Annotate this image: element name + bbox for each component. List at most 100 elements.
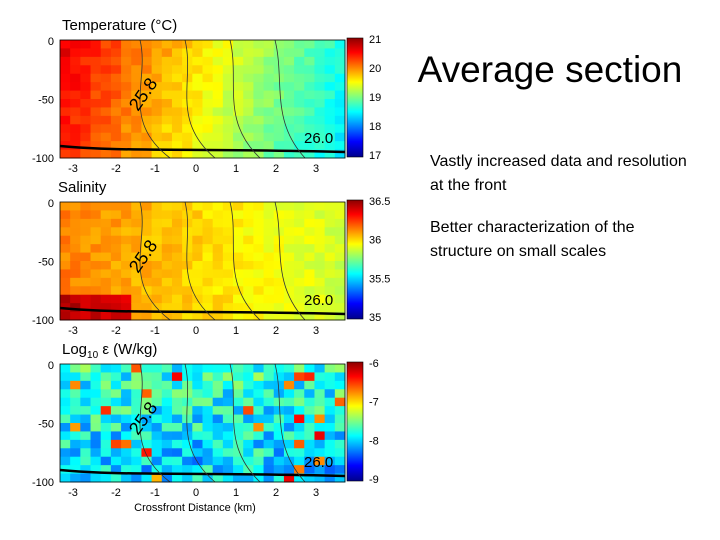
- heatmap-cell: [222, 269, 234, 279]
- heatmap-cell: [314, 406, 326, 416]
- heatmap-cell: [273, 473, 285, 483]
- heatmap-cell: [294, 56, 305, 66]
- heatmap-cell: [121, 202, 132, 211]
- heatmap-cell: [80, 389, 92, 399]
- heatmap-cell: [100, 473, 112, 483]
- heatmap-cell: [202, 397, 214, 407]
- heatmap-cell: [60, 261, 71, 270]
- heatmap-cell: [171, 269, 183, 279]
- heatmap-cell: [283, 397, 295, 407]
- heatmap-cell: [253, 82, 265, 92]
- heatmap-cell: [141, 252, 153, 262]
- heatmap-cell: [60, 210, 71, 220]
- heatmap-cell: [141, 48, 153, 58]
- heatmap-cell: [212, 294, 224, 304]
- heatmap-cell: [202, 218, 214, 228]
- heatmap-cell: [131, 202, 142, 211]
- heatmap-cell: [233, 372, 244, 382]
- heatmap-cell: [171, 48, 183, 58]
- heatmap-cell: [121, 431, 132, 441]
- heatmap-cell: [243, 244, 254, 254]
- heatmap-cell: [283, 277, 295, 287]
- heatmap-cell: [100, 456, 112, 466]
- heatmap-cell: [60, 364, 71, 373]
- heatmap-cell: [334, 473, 346, 483]
- heatmap-cell: [60, 40, 71, 49]
- heatmap-cell: [243, 380, 254, 390]
- heatmap-cell: [294, 303, 305, 313]
- heatmap-cell: [334, 277, 346, 287]
- heatmap-cell: [151, 48, 163, 58]
- heatmap-cell: [324, 372, 336, 382]
- heatmap-cell: [253, 431, 265, 441]
- heatmap-cell: [192, 141, 203, 151]
- heatmap-cell: [60, 380, 71, 390]
- heatmap-cell: [121, 380, 132, 390]
- heatmap-cell: [233, 456, 244, 466]
- heatmap-cell: [110, 397, 122, 407]
- heatmap-cell: [151, 227, 163, 237]
- heatmap-cell: [151, 218, 163, 228]
- heatmap-cell: [80, 227, 92, 237]
- heatmap-cell: [233, 90, 244, 100]
- heatmap-cell: [141, 303, 153, 313]
- heatmap-cell: [212, 202, 224, 211]
- heatmap-cell: [110, 141, 122, 151]
- heatmap-cell: [60, 286, 71, 296]
- heatmap-cell: [80, 99, 92, 108]
- heatmap-cell: [202, 303, 214, 313]
- heatmap-cell: [314, 202, 326, 211]
- heatmap-cell: [131, 141, 142, 151]
- heatmap-cell: [283, 132, 295, 142]
- heatmap-cell: [324, 107, 336, 117]
- heatmap-cell: [314, 439, 326, 449]
- heatmap-cell: [222, 149, 234, 159]
- heatmap-cell: [243, 406, 254, 416]
- heatmap-cell: [273, 252, 285, 262]
- heatmap-cell: [121, 82, 132, 92]
- heatmap-cell: [171, 303, 183, 313]
- heatmap-cell: [161, 397, 173, 407]
- heatmap-cell: [294, 65, 305, 75]
- heatmap-cell: [243, 73, 254, 83]
- heatmap-cell: [334, 218, 346, 228]
- heatmap-cell: [253, 261, 265, 270]
- x-tick-label: 3: [313, 325, 319, 337]
- heatmap-cell: [131, 40, 142, 49]
- heatmap-cell: [80, 448, 92, 458]
- heatmap-cell: [192, 82, 203, 92]
- heatmap-cell: [171, 423, 183, 432]
- heatmap-cell: [161, 380, 173, 390]
- heatmap-cell: [100, 414, 112, 424]
- heatmap-cell: [253, 397, 265, 407]
- heatmap-cell: [141, 115, 153, 125]
- heatmap-cell: [202, 389, 214, 399]
- heatmap-cell: [171, 439, 183, 449]
- heatmap-cell: [304, 286, 315, 296]
- x-tick-label: -3: [68, 487, 78, 499]
- heatmap-cell: [60, 149, 71, 159]
- heatmap-cell: [314, 431, 326, 441]
- heatmap-cell: [212, 414, 224, 424]
- x-tick-label: -3: [68, 325, 78, 337]
- heatmap-cell: [192, 115, 203, 125]
- heatmap-cell: [192, 389, 203, 399]
- heatmap-cell: [233, 269, 244, 279]
- heatmap-cell: [70, 227, 81, 237]
- heatmap-cell: [161, 294, 173, 304]
- heatmap-cell: [294, 277, 305, 287]
- heatmap-cell: [90, 389, 102, 399]
- heatmap-cell: [70, 56, 81, 66]
- heatmap-cell: [161, 364, 173, 373]
- heatmap-cell: [90, 202, 102, 211]
- heatmap-cell: [212, 48, 224, 58]
- heatmap-cell: [80, 56, 92, 66]
- heatmap-cell: [283, 244, 295, 254]
- heatmap-cell: [171, 311, 183, 321]
- heatmap-cell: [110, 389, 122, 399]
- heatmap-cell: [243, 90, 254, 100]
- heatmap-cell: [90, 380, 102, 390]
- heatmap-cell: [70, 149, 81, 159]
- heatmap-cell: [182, 124, 193, 134]
- heatmap-cell: [324, 210, 336, 220]
